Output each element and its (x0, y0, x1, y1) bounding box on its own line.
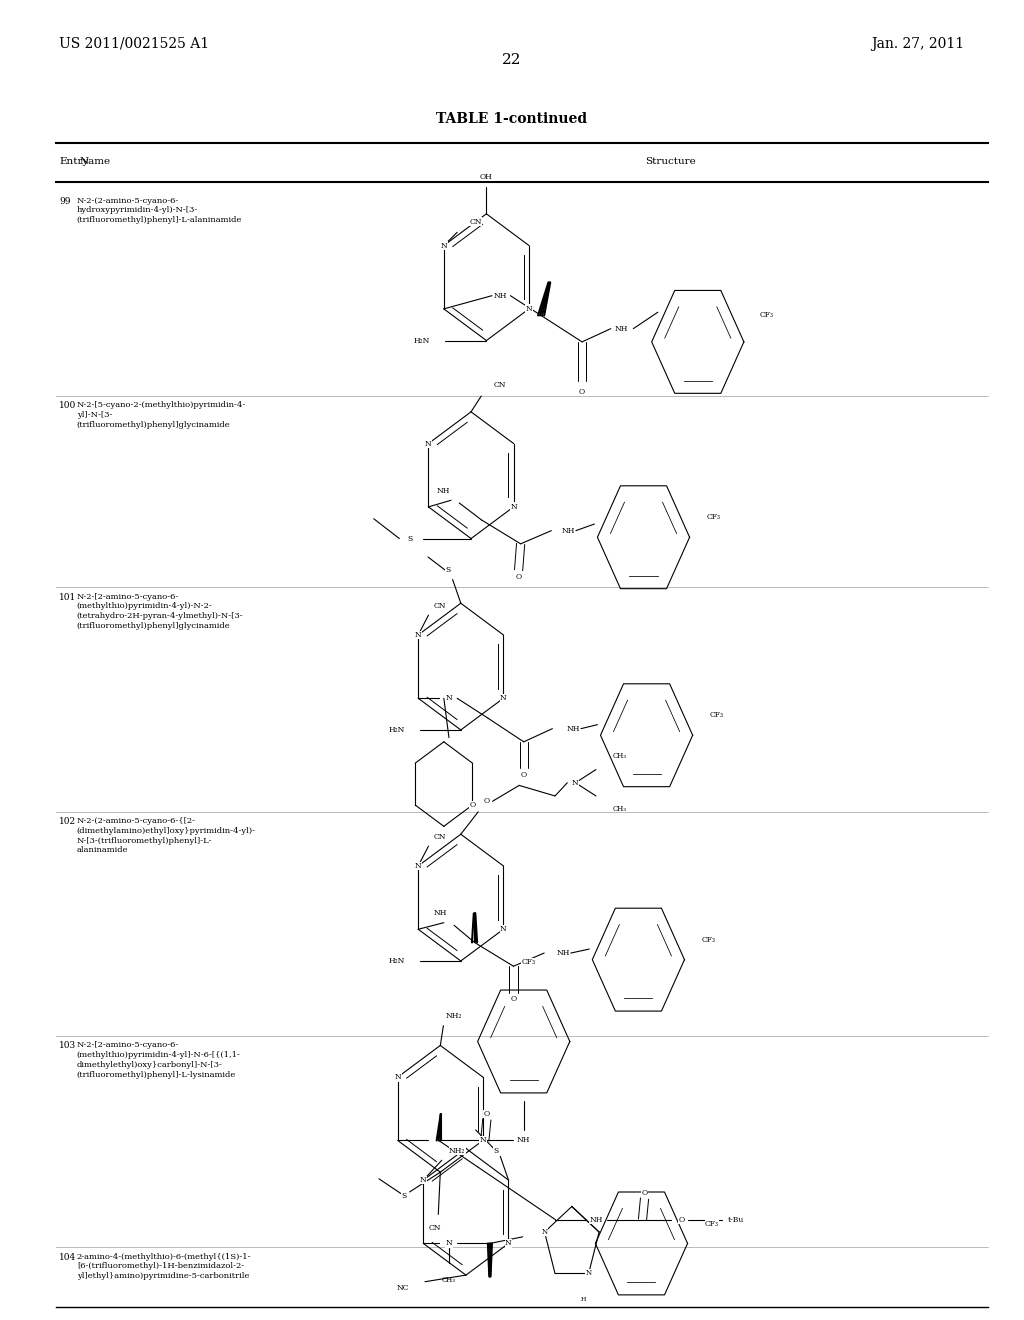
Text: CF₃: CF₃ (701, 936, 716, 944)
Text: O: O (515, 573, 521, 581)
Text: Name: Name (80, 157, 111, 165)
Text: N: N (505, 1239, 512, 1247)
Text: 102: 102 (59, 817, 77, 826)
Text: Structure: Structure (645, 157, 696, 165)
Text: CF₃: CF₃ (759, 312, 773, 319)
Text: N: N (425, 440, 432, 447)
Text: N: N (415, 631, 422, 639)
Text: H₂N: H₂N (388, 726, 404, 734)
Text: S: S (445, 566, 451, 574)
Text: H₂N: H₂N (388, 957, 404, 965)
Text: N: N (572, 779, 579, 787)
Text: N: N (479, 1137, 486, 1144)
Text: N: N (510, 503, 517, 511)
Text: CH₃: CH₃ (612, 805, 627, 813)
Text: S: S (401, 1192, 407, 1200)
Text: O: O (469, 801, 475, 809)
Text: 100: 100 (59, 401, 77, 411)
Text: N: N (394, 1073, 401, 1081)
Text: N: N (440, 242, 447, 249)
Text: 22: 22 (502, 53, 522, 67)
Text: CF₃: CF₃ (705, 1220, 719, 1228)
Text: NH₂: NH₂ (449, 1147, 465, 1155)
Text: O: O (579, 388, 585, 396)
Text: CN: CN (469, 218, 482, 226)
Text: OH: OH (480, 173, 493, 181)
Text: NH: NH (433, 909, 446, 917)
Text: t-Bu: t-Bu (727, 1216, 743, 1224)
Text: 104: 104 (59, 1253, 77, 1262)
Text: N: N (500, 694, 507, 702)
Text: N-2-[2-amino-5-cyano-6-
(methylthio)pyrimidin-4-yl)-N-2-
(tetrahydro-2H-pyran-4-: N-2-[2-amino-5-cyano-6- (methylthio)pyri… (77, 593, 244, 630)
Text: O: O (678, 1216, 684, 1224)
Text: NH: NH (517, 1137, 530, 1144)
Text: N: N (415, 862, 422, 870)
Text: N-2-(2-amino-5-cyano-6-{[2-
(dimethylamino)ethyl]oxy}pyrimidin-4-yl)-
N-[3-(trif: N-2-(2-amino-5-cyano-6-{[2- (dimethylami… (77, 817, 256, 854)
Text: CN: CN (429, 1224, 441, 1232)
Text: CH₃: CH₃ (612, 752, 627, 760)
Text: N-2-(2-amino-5-cyano-6-
hydroxypyrimidin-4-yl)-N-[3-
(trifluoromethyl)phenyl]-L-: N-2-(2-amino-5-cyano-6- hydroxypyrimidin… (77, 197, 242, 224)
Text: S: S (408, 535, 413, 543)
Text: Jan. 27, 2011: Jan. 27, 2011 (871, 37, 965, 51)
Text: N: N (586, 1270, 592, 1278)
Text: CN: CN (433, 833, 446, 841)
Text: O: O (483, 1110, 489, 1118)
Text: 101: 101 (59, 593, 77, 602)
Text: NH: NH (494, 292, 507, 300)
Text: CF₃: CF₃ (707, 513, 721, 521)
Text: CN: CN (433, 602, 446, 610)
Text: N: N (542, 1228, 548, 1236)
Text: US 2011/0021525 A1: US 2011/0021525 A1 (59, 37, 210, 51)
Text: 2-amino-4-(methylthio)-6-(methyl{(1S)-1-
[6-(trifluoromethyl)-1H-benzimidazol-2-: 2-amino-4-(methylthio)-6-(methyl{(1S)-1-… (77, 1253, 251, 1280)
Text: 99: 99 (59, 197, 71, 206)
Text: CF₃: CF₃ (522, 958, 536, 966)
Text: NH₂: NH₂ (445, 1012, 462, 1020)
Text: N-2-[5-cyano-2-(methylthio)pyrimidin-4-
yl]-N-[3-
(trifluoromethyl)phenyl]glycin: N-2-[5-cyano-2-(methylthio)pyrimidin-4- … (77, 401, 246, 429)
Text: N: N (420, 1176, 427, 1184)
Text: N: N (500, 925, 507, 933)
Text: 103: 103 (59, 1041, 77, 1051)
Text: NH: NH (556, 949, 569, 957)
Text: Entry: Entry (59, 157, 89, 165)
Text: NH: NH (436, 487, 450, 495)
Text: NH: NH (614, 325, 628, 333)
Text: NC: NC (397, 1284, 410, 1292)
Text: N-2-[2-amino-5-cyano-6-
(methylthio)pyrimidin-4-yl]-N-6-[{(1,1-
dimethylethyl)ox: N-2-[2-amino-5-cyano-6- (methylthio)pyri… (77, 1041, 241, 1078)
Text: CN: CN (494, 381, 506, 389)
Text: N: N (445, 1239, 453, 1247)
Text: N: N (525, 305, 532, 313)
Text: H: H (581, 1298, 587, 1302)
Text: CH₃: CH₃ (442, 1276, 456, 1284)
Text: H₂N: H₂N (414, 337, 430, 345)
Text: O: O (483, 797, 489, 805)
Text: O: O (510, 995, 516, 1003)
Text: NH: NH (561, 527, 574, 535)
Text: NH: NH (566, 725, 580, 733)
Text: TABLE 1-continued: TABLE 1-continued (436, 112, 588, 127)
Text: NH: NH (590, 1216, 603, 1224)
Text: O: O (520, 771, 526, 779)
Text: S: S (493, 1147, 499, 1155)
Text: CF₃: CF₃ (710, 711, 724, 719)
Text: N: N (445, 694, 453, 702)
Text: O: O (641, 1189, 647, 1197)
